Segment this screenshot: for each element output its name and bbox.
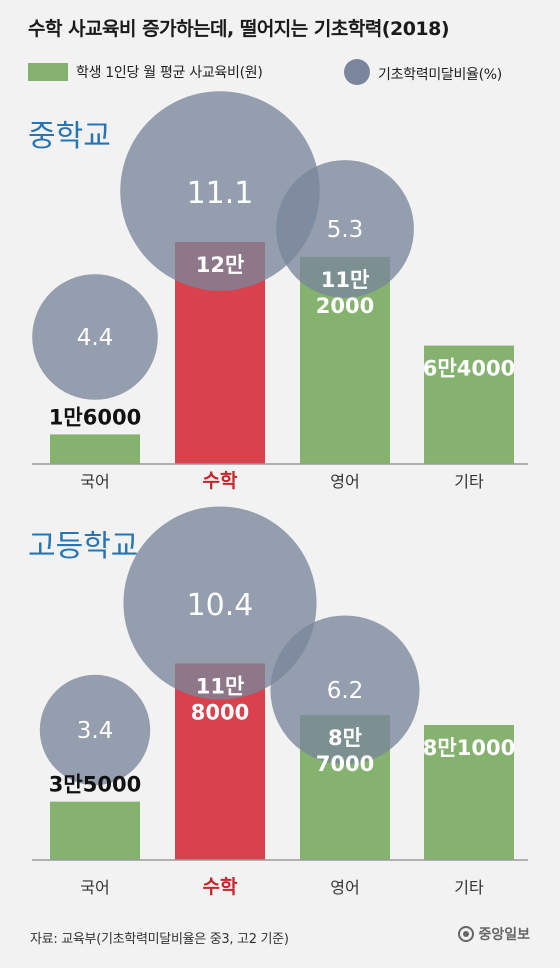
bubble-1 [123, 506, 317, 700]
bar-0 [50, 434, 140, 464]
category-label-3: 기타 [454, 878, 484, 897]
legend-bubble-label: 기초학력미달비율(%) [378, 66, 502, 83]
bubble-label-1: 11.1 [187, 176, 254, 211]
bar-value-label-3: 8만1000 [423, 736, 515, 760]
bar-3 [424, 345, 514, 464]
bar-value-label-1: 8000 [191, 700, 249, 724]
category-label-3: 기타 [454, 472, 484, 491]
legend-item-bar: 학생 1인당 월 평균 사교육비(원) [28, 62, 263, 82]
category-label-0: 국어 [80, 878, 109, 897]
logo-text: 중앙일보 [478, 927, 530, 943]
category-label-1: 수학 [203, 470, 238, 492]
bar-0 [50, 801, 140, 860]
bubble-label-0: 4.4 [77, 325, 114, 351]
bubble-1 [120, 91, 320, 291]
legend-bar-label: 학생 1인당 월 평균 사교육비(원) [76, 65, 263, 81]
chart-title: 수학 사교육비 증가하는데, 떨어지는 기초학력(2018) [28, 18, 450, 40]
bar-value-label-3: 6만4000 [423, 357, 515, 381]
bar-value-label-1: 11만 [196, 674, 245, 698]
publisher-logo: 중앙일보 [458, 924, 530, 944]
bar-value-label-2: 8만 [328, 726, 362, 750]
bubble-label-0: 3.4 [77, 718, 114, 744]
bubble-0 [32, 274, 158, 400]
bar-3 [424, 725, 514, 860]
logo-icon [458, 926, 475, 942]
bubble-label-1: 10.4 [187, 588, 254, 623]
bubble-2 [270, 615, 420, 765]
legend-bar-swatch [28, 63, 68, 81]
bar-value-label-2: 7000 [316, 752, 374, 776]
category-label-1: 수학 [203, 876, 238, 898]
category-label-2: 영어 [330, 472, 359, 491]
legend-item-bubble: 기초학력미달비율(%) [344, 59, 502, 85]
bubble-0 [39, 674, 151, 786]
bar-value-label-2: 11만 [321, 268, 370, 292]
bar-value-label-0: 3만5000 [49, 773, 141, 797]
bar-value-label-1: 12만 [196, 253, 245, 277]
section-title: 중학교 [28, 119, 111, 154]
bar-value-label-2: 2000 [316, 294, 374, 318]
bubble-label-2: 6.2 [327, 678, 364, 704]
bubble-label-2: 5.3 [327, 217, 364, 243]
category-label-2: 영어 [330, 878, 359, 897]
bar-value-label-0: 1만6000 [49, 405, 141, 429]
source-note: 자료: 교육부(기초학력미달비율은 중3, 고2 기준) [30, 932, 289, 947]
bubble-2 [276, 160, 414, 298]
category-label-0: 국어 [80, 472, 109, 491]
legend: 학생 1인당 월 평균 사교육비(원) 기초학력미달비율(%) [28, 59, 538, 86]
legend-bubble-swatch [344, 59, 370, 85]
section-title: 고등학교 [28, 529, 138, 564]
